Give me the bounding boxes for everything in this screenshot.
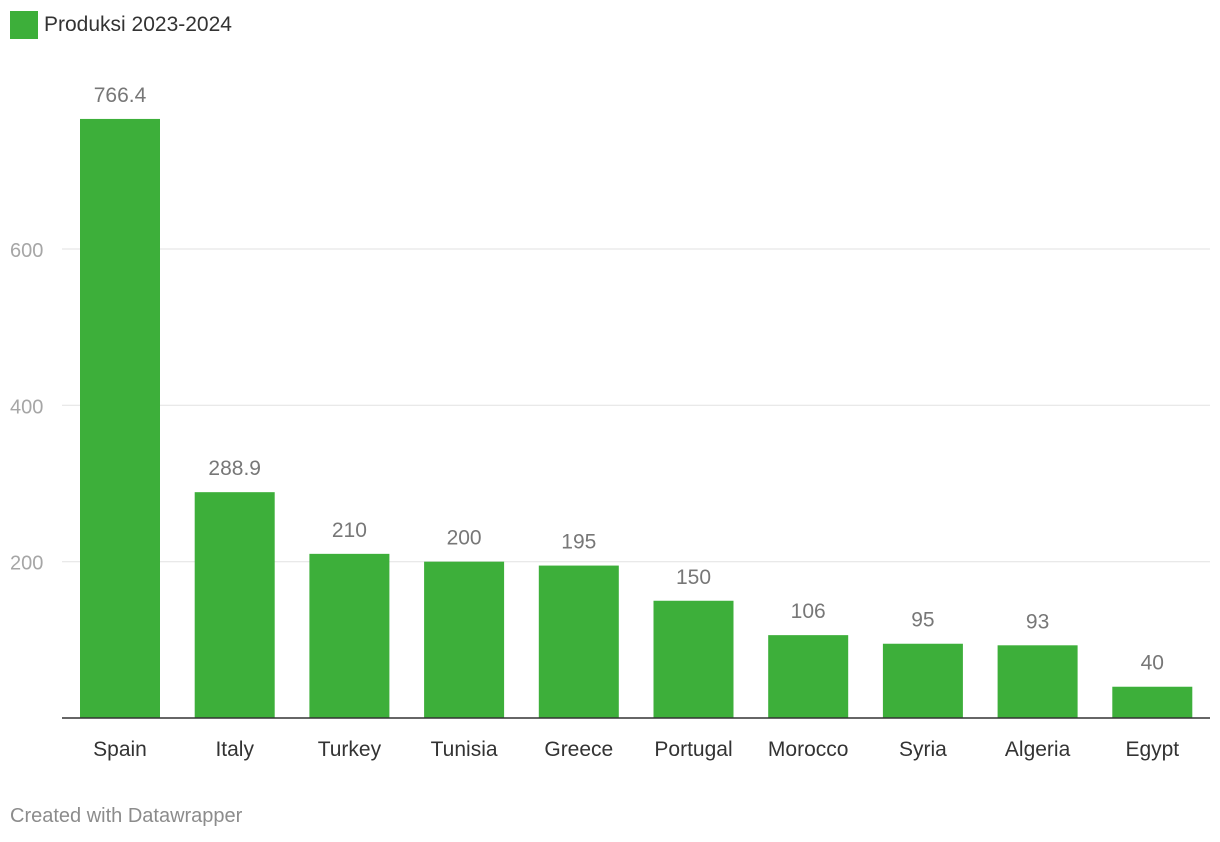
value-label-tunisia: 200	[447, 527, 482, 550]
category-label-turkey: Turkey	[318, 738, 382, 761]
category-label-morocco: Morocco	[768, 738, 849, 761]
category-label-tunisia: Tunisia	[431, 738, 498, 761]
footer-credit: Created with Datawrapper	[10, 805, 243, 827]
legend-swatch	[10, 11, 38, 39]
bar-morocco	[768, 635, 849, 718]
value-label-algeria: 93	[1026, 610, 1049, 633]
bar-syria	[882, 643, 963, 718]
category-label-portugal: Portugal	[654, 738, 732, 761]
y-tick-label-400: 400	[10, 396, 43, 418]
bar-portugal	[653, 600, 734, 718]
value-label-portugal: 150	[676, 566, 711, 589]
bar-algeria	[997, 645, 1078, 718]
category-label-greece: Greece	[544, 738, 613, 761]
y-tick-label-200: 200	[10, 553, 43, 575]
value-label-syria: 95	[911, 609, 934, 632]
value-label-spain: 766.4	[94, 84, 147, 107]
category-label-algeria: Algeria	[1005, 738, 1071, 761]
category-labels: Spain Italy Turkey Tunisia Greece Portugal Mor…	[93, 738, 1179, 761]
value-label-morocco: 106	[791, 600, 826, 623]
bar-tunisia	[424, 561, 505, 718]
category-label-syria: Syria	[899, 738, 947, 761]
gridlines: 200 400 600	[10, 240, 1210, 575]
bar-greece	[538, 565, 619, 718]
value-labels: 766.4 288.9 210 200 195 150 106 95 93 40	[94, 84, 1164, 675]
legend: Produksi 2023-2024	[10, 11, 232, 39]
bar-spain	[80, 118, 160, 718]
value-label-turkey: 210	[332, 519, 367, 542]
bars	[80, 118, 1193, 718]
category-label-italy: Italy	[215, 738, 254, 761]
bar-italy	[194, 492, 275, 718]
value-label-egypt: 40	[1141, 652, 1164, 675]
value-label-italy: 288.9	[208, 457, 261, 480]
bar-turkey	[309, 553, 390, 718]
y-tick-label-600: 600	[10, 240, 43, 262]
category-label-spain: Spain	[93, 738, 147, 761]
value-label-greece: 195	[561, 531, 596, 554]
legend-label: Produksi 2023-2024	[44, 13, 232, 36]
category-label-egypt: Egypt	[1125, 738, 1179, 761]
bar-egypt	[1112, 686, 1193, 718]
